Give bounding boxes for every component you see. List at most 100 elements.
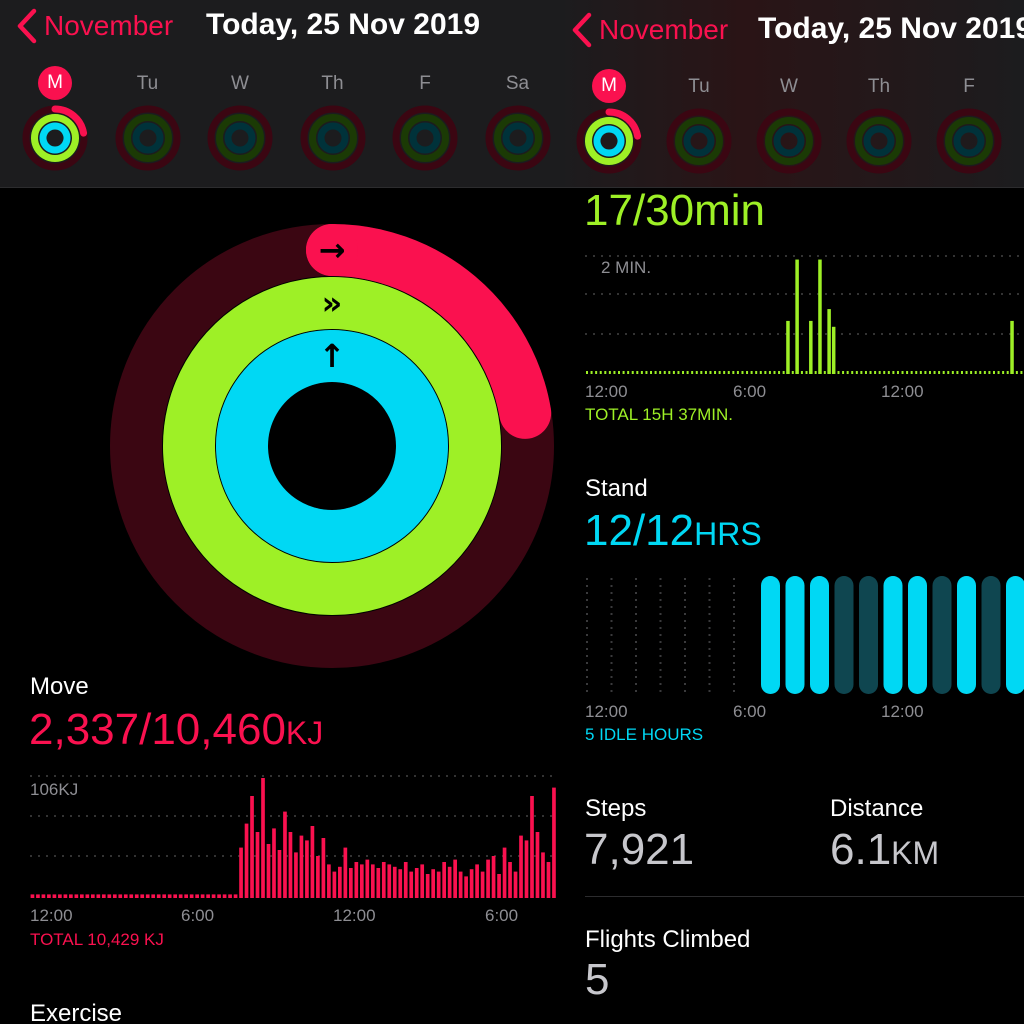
move-value: 2,337/10,460KJ [29,705,323,755]
stand-hour-bar [834,576,854,694]
divider [585,896,1024,897]
right-screen: November Today, 25 Nov 2019 M Tu W Th F 17/3… [557,0,1024,1024]
move-bar [69,894,73,898]
stand-hour-bar [859,576,878,694]
move-bar [288,832,293,898]
exercise-bar [860,371,863,374]
move-ring [306,224,552,439]
move-bar [469,869,474,898]
distance-label: Distance [830,795,924,822]
move-bar [244,823,249,898]
day-th[interactable]: Th [297,66,369,174]
back-button[interactable]: November [16,8,173,44]
move-bar [85,894,90,898]
exercise-bar [1015,371,1018,374]
activity-rings-large: → » ↑ [110,224,554,668]
move-bar [387,864,392,898]
exercise-bar [773,371,776,374]
move-bar [348,868,353,898]
exercise-bar [928,371,931,374]
exercise-bar [970,371,973,374]
move-bar [58,894,62,898]
move-bar [321,838,326,898]
exercise-bar [1020,371,1023,374]
exercise-bar [818,259,822,374]
move-bar [184,894,188,898]
day-f[interactable]: F [933,69,1005,177]
day-rings [576,108,642,174]
distance-value-unit: KM [891,835,940,871]
exercise-bar [915,371,918,374]
stand-axis-label: 6:00 [733,702,767,721]
move-bar [310,826,315,898]
stand-ring-track [409,122,441,154]
move-bar [403,862,408,898]
move-bar [151,894,156,898]
day-rings [115,105,180,171]
exercise-ring-track [765,117,813,165]
day-th[interactable]: Th [843,69,915,177]
exercise-bar [887,371,890,374]
exercise-bar [704,371,707,374]
exercise-bar [837,371,840,374]
exercise-bar [604,371,607,374]
move-bar [283,811,287,898]
move-bar [398,869,403,898]
day-w[interactable]: W [753,69,825,177]
exercise-axis-label: 6:00 [733,382,767,401]
move-bar [486,859,490,898]
move-bar [370,864,375,898]
move-bar [530,796,534,898]
day-w[interactable]: W [204,66,276,174]
stand-hour-bar [957,576,976,694]
exercise-ring-track [401,114,449,162]
day-m[interactable]: M [19,66,91,174]
stand-ring-cap [306,330,358,382]
exercise-bar [659,371,662,374]
day-f[interactable]: F [389,66,461,174]
move-bar [167,894,172,898]
exercise-bar [831,326,836,374]
day-tu[interactable]: Tu [112,66,184,174]
move-ring-track [485,105,550,171]
move-bar [294,852,298,898]
exercise-chart [585,255,1024,374]
move-bar [134,894,139,898]
exercise-ring-track [123,114,172,162]
move-bar [47,894,51,898]
day-m[interactable]: M [573,69,645,177]
move-total: TOTAL 10,429 KJ [30,930,164,949]
calendar-header: November Today, 25 Nov 2019 M Tu W Th F Sa [0,0,557,188]
exercise-bar [947,371,950,374]
move-bar [140,894,145,898]
date-title: Today, 25 Nov 2019 [206,8,481,41]
day-sa[interactable]: Sa [482,66,554,174]
move-bar [497,874,501,898]
stand-value-number: 12/12 [584,506,695,555]
move-bar [112,894,117,898]
exercise-bar [732,371,735,374]
back-button[interactable]: November [571,12,728,48]
move-bar [178,894,183,898]
exercise-bar [759,371,762,374]
exercise-bar [782,371,785,374]
distance-value: 6.1KM [830,825,939,875]
day-rings [666,108,732,174]
stand-hour-bar [883,576,903,694]
chevron-left-icon [17,8,37,44]
move-bar [447,866,452,898]
move-bar [365,859,370,898]
exercise-bar [686,371,689,374]
move-bar [425,874,430,898]
stand-ring-track [502,122,533,154]
move-bar [129,894,134,898]
exercise-bar [992,371,995,374]
exercise-bar [586,371,588,374]
exercise-title: Exercise [30,1000,123,1024]
exercise-bar [878,371,881,374]
exercise-bar [1002,371,1005,374]
move-bar [475,864,479,898]
day-tu[interactable]: Tu [663,69,735,177]
exercise-bar [718,371,721,374]
exercise-bar [636,371,639,374]
